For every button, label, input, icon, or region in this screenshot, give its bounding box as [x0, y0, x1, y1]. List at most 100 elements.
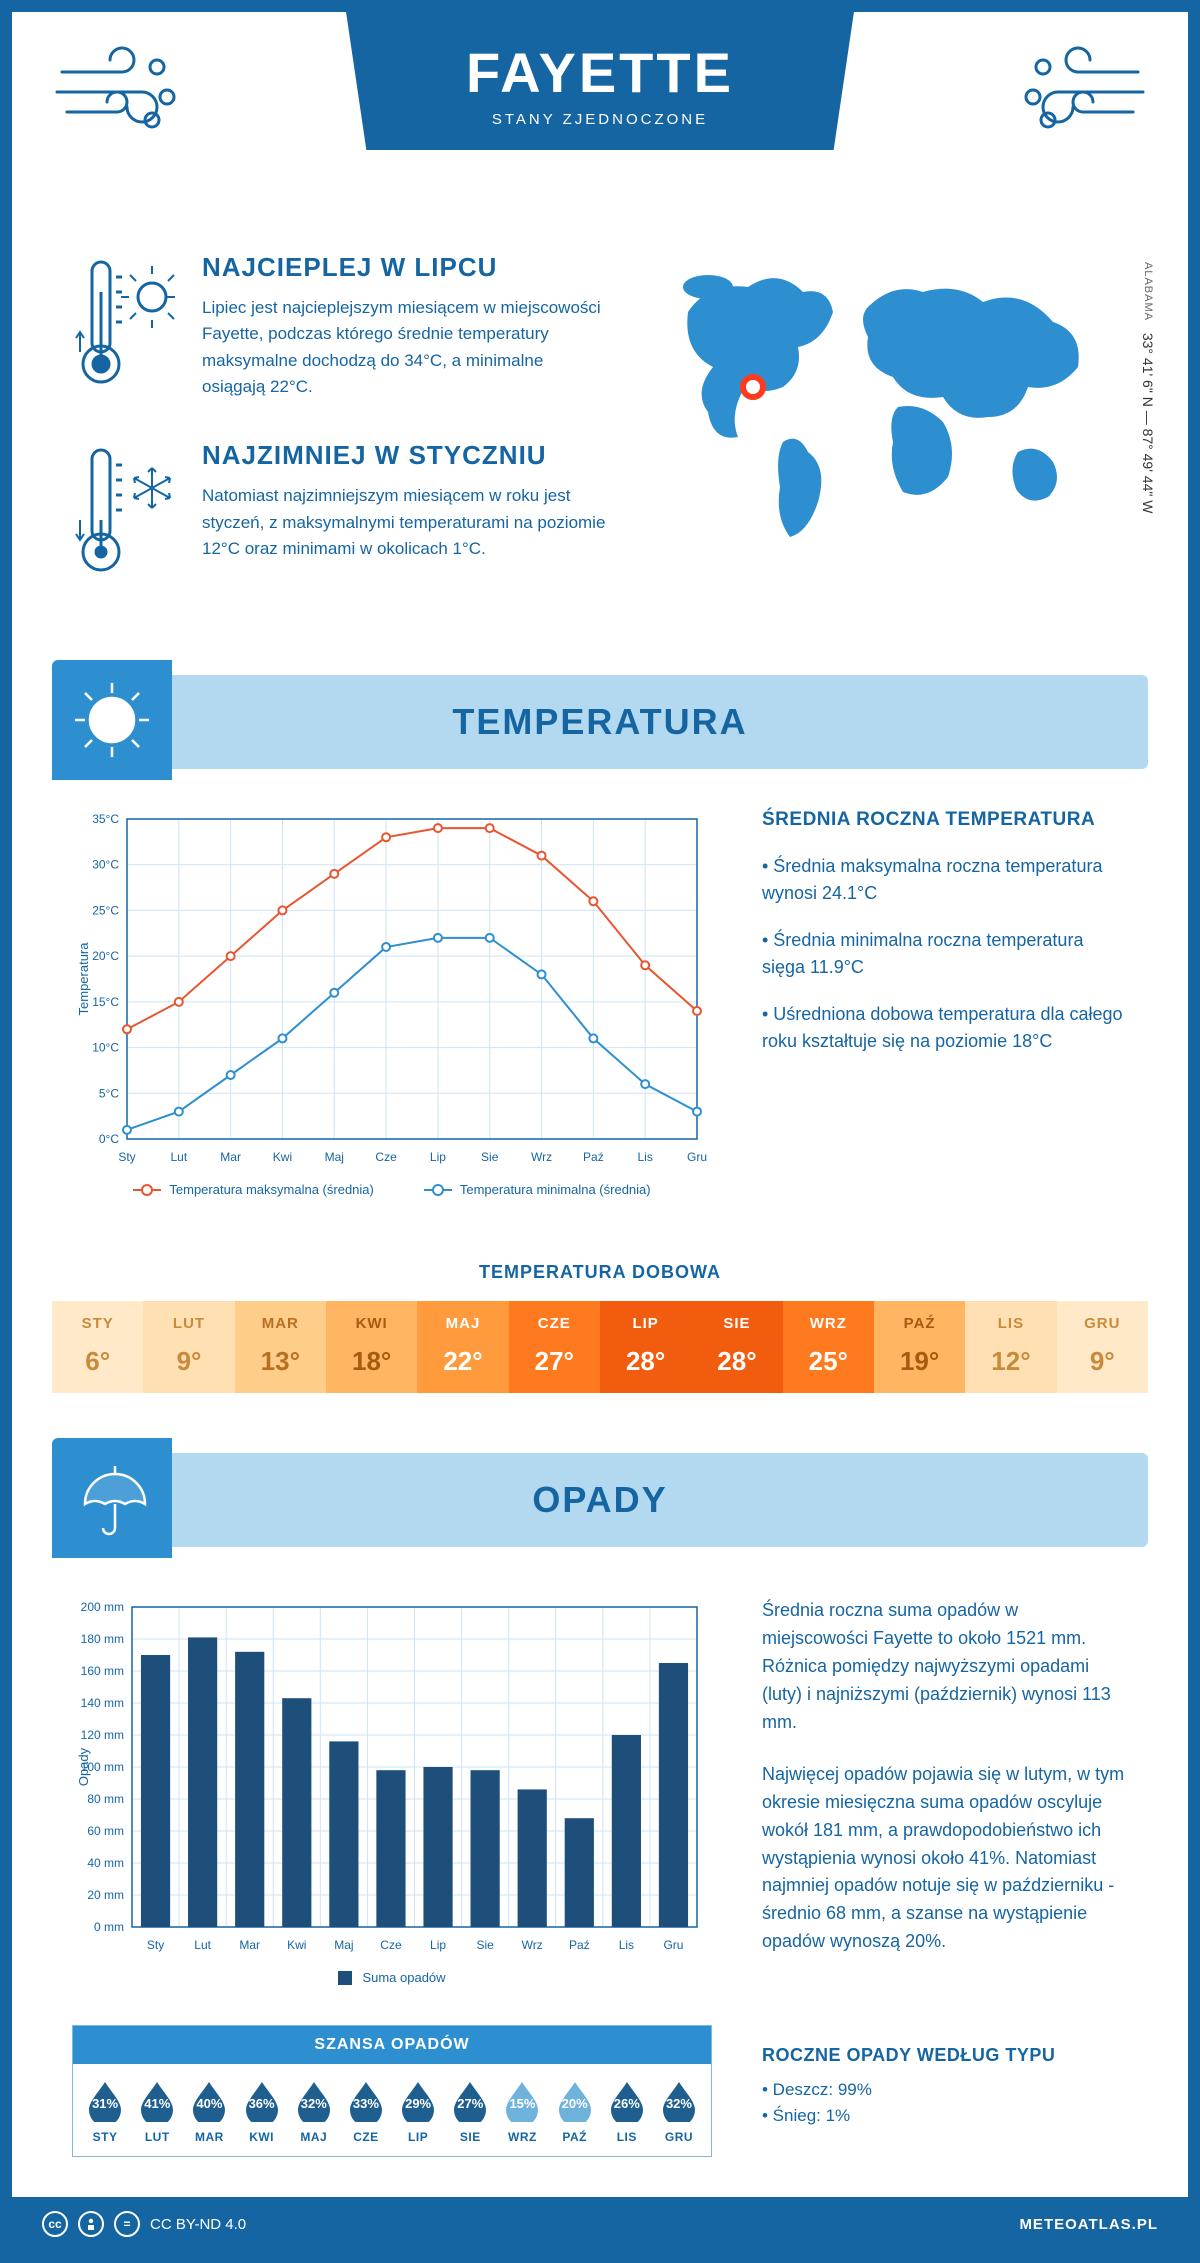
wind-icon — [1018, 42, 1148, 147]
hottest-text: Lipiec jest najcieplejszym miesiącem w m… — [202, 295, 608, 400]
chance-cell: 27%SIE — [444, 2078, 496, 2144]
daily-temperature-grid: STY6°LUT9°MAR13°KWI18°MAJ22°CZE27°LIP28°… — [52, 1301, 1148, 1393]
coldest-title: NAJZIMNIEJ W STYCZNIU — [202, 440, 608, 471]
svg-text:Lip: Lip — [430, 1150, 446, 1164]
svg-text:Lis: Lis — [638, 1150, 653, 1164]
precip-types: ROCZNE OPADY WEDŁUG TYPU • Deszcz: 99% •… — [712, 2015, 1188, 2126]
wind-icon — [52, 42, 182, 147]
daily-cell: KWI18° — [326, 1301, 417, 1393]
location-marker — [743, 377, 763, 397]
types-title: ROCZNE OPADY WEDŁUG TYPU — [762, 2045, 1128, 2066]
svg-text:0 mm: 0 mm — [94, 1920, 124, 1934]
svg-text:Maj: Maj — [334, 1938, 353, 1952]
svg-text:Sty: Sty — [147, 1938, 164, 1952]
state-label: ALABAMA — [1142, 262, 1154, 321]
world-map: ALABAMA 33° 41' 6" N — 87° 49' 44" W — [648, 252, 1128, 625]
svg-text:Gru: Gru — [687, 1150, 707, 1164]
temperature-header: TEMPERATURA — [52, 675, 1148, 769]
temp-bullet: • Średnia minimalna roczna temperatura s… — [762, 927, 1128, 981]
svg-text:35°C: 35°C — [92, 812, 119, 826]
chance-cell: 20%PAŹ — [549, 2078, 601, 2144]
types-snow: • Śnieg: 1% — [762, 2106, 1128, 2126]
temperature-chart: 0°C5°C10°C15°C20°C25°C30°C35°CTemperatur… — [72, 809, 712, 1197]
temperature-legend: Temperatura maksymalna (średnia) Tempera… — [72, 1182, 712, 1197]
chance-cell: 26%LIS — [601, 2078, 653, 2144]
svg-text:Kwi: Kwi — [287, 1938, 306, 1952]
page-subtitle: STANY ZJEDNOCZONE — [466, 111, 734, 128]
daily-cell: WRZ25° — [783, 1301, 874, 1393]
svg-text:Sty: Sty — [118, 1150, 135, 1164]
svg-text:Kwi: Kwi — [273, 1150, 292, 1164]
chance-box: SZANSA OPADÓW 31%STY41%LUT40%MAR36%KWI32… — [72, 2025, 712, 2157]
svg-text:5°C: 5°C — [99, 1087, 119, 1101]
license-text: CC BY-ND 4.0 — [150, 2216, 246, 2233]
chance-cell: 15%WRZ — [496, 2078, 548, 2144]
precipitation-legend: Suma opadów — [72, 1970, 712, 1985]
daily-cell: GRU9° — [1057, 1301, 1148, 1393]
types-rain: • Deszcz: 99% — [762, 2080, 1128, 2100]
cc-icon: cc — [42, 2211, 68, 2237]
svg-text:Wrz: Wrz — [531, 1150, 552, 1164]
precipitation-body: 0 mm20 mm40 mm60 mm80 mm100 mm120 mm140 … — [12, 1547, 1188, 2015]
svg-text:Temperatura: Temperatura — [76, 942, 91, 1016]
svg-text:25°C: 25°C — [92, 904, 119, 918]
precip-text: Najwięcej opadów pojawia się w lutym, w … — [762, 1761, 1128, 1956]
chance-cell: 36%KWI — [236, 2078, 288, 2144]
svg-text:Sie: Sie — [476, 1938, 494, 1952]
daily-cell: LIS12° — [965, 1301, 1056, 1393]
precipitation-info: Średnia roczna suma opadów w miejscowośc… — [762, 1597, 1128, 1985]
svg-text:Mar: Mar — [220, 1150, 241, 1164]
svg-text:200 mm: 200 mm — [81, 1600, 124, 1614]
svg-text:Gru: Gru — [663, 1938, 683, 1952]
temperature-title: TEMPERATURA — [52, 701, 1148, 743]
header: FAYETTE STANY ZJEDNOCZONE — [12, 12, 1188, 212]
chance-row: 31%STY41%LUT40%MAR36%KWI32%MAJ33%CZE29%L… — [73, 2064, 711, 2156]
precipitation-chart: 0 mm20 mm40 mm60 mm80 mm100 mm120 mm140 … — [72, 1597, 712, 1985]
svg-text:Paź: Paź — [583, 1150, 604, 1164]
thermometer-snow-icon — [72, 440, 182, 585]
svg-text:Lut: Lut — [170, 1150, 187, 1164]
svg-text:20°C: 20°C — [92, 950, 119, 964]
title-banner: FAYETTE STANY ZJEDNOCZONE — [346, 12, 854, 150]
svg-text:Mar: Mar — [239, 1938, 260, 1952]
by-icon — [78, 2211, 104, 2237]
svg-text:15°C: 15°C — [92, 995, 119, 1009]
chance-cell: 29%LIP — [392, 2078, 444, 2144]
svg-text:Opady: Opady — [76, 1748, 91, 1787]
legend-max: Temperatura maksymalna (średnia) — [169, 1182, 373, 1197]
umbrella-icon — [52, 1438, 172, 1558]
svg-text:Sie: Sie — [481, 1150, 499, 1164]
coldest-text: Natomiast najzimniejszym miesiącem w rok… — [202, 483, 608, 562]
svg-text:Lis: Lis — [619, 1938, 634, 1952]
temp-bullet: • Średnia maksymalna roczna temperatura … — [762, 853, 1128, 907]
chance-cell: 32%MAJ — [288, 2078, 340, 2144]
svg-text:Wrz: Wrz — [522, 1938, 543, 1952]
daily-cell: LIP28° — [600, 1301, 691, 1393]
coldest-block: NAJZIMNIEJ W STYCZNIU Natomiast najzimni… — [72, 440, 608, 585]
coordinates: ALABAMA 33° 41' 6" N — 87° 49' 44" W — [1140, 262, 1156, 513]
chance-title: SZANSA OPADÓW — [73, 2026, 711, 2064]
svg-text:180 mm: 180 mm — [81, 1632, 124, 1646]
svg-text:Paź: Paź — [569, 1938, 590, 1952]
page-title: FAYETTE — [466, 40, 734, 105]
svg-text:120 mm: 120 mm — [81, 1728, 124, 1742]
hottest-title: NAJCIEPLEJ W LIPCU — [202, 252, 608, 283]
svg-text:Lip: Lip — [430, 1938, 446, 1952]
svg-text:Lut: Lut — [194, 1938, 211, 1952]
svg-text:10°C: 10°C — [92, 1041, 119, 1055]
precipitation-title: OPADY — [52, 1479, 1148, 1521]
svg-text:0°C: 0°C — [99, 1132, 119, 1146]
svg-text:Cze: Cze — [375, 1150, 397, 1164]
svg-text:60 mm: 60 mm — [87, 1824, 124, 1838]
page: FAYETTE STANY ZJEDNOCZONE NAJCIEPLEJ W L… — [0, 0, 1200, 2263]
intro-section: NAJCIEPLEJ W LIPCU Lipiec jest najcieple… — [12, 212, 1188, 675]
chance-cell: 33%CZE — [340, 2078, 392, 2144]
coords-value: 33° 41' 6" N — 87° 49' 44" W — [1140, 333, 1156, 514]
chance-cell: 40%MAR — [183, 2078, 235, 2144]
daily-cell: PAŹ19° — [874, 1301, 965, 1393]
footer: cc = CC BY-ND 4.0 METEOATLAS.PL — [12, 2197, 1188, 2251]
daily-temperature-title: TEMPERATURA DOBOWA — [12, 1262, 1188, 1283]
legend-min: Temperatura minimalna (średnia) — [460, 1182, 651, 1197]
svg-text:Maj: Maj — [325, 1150, 344, 1164]
temperature-body: 0°C5°C10°C15°C20°C25°C30°C35°CTemperatur… — [12, 769, 1188, 1227]
